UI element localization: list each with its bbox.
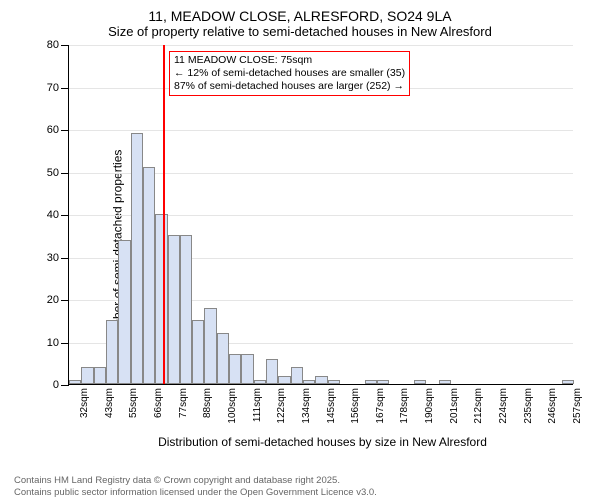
annotation-box: 11 MEADOW CLOSE: 75sqm ← 12% of semi-det… bbox=[169, 51, 410, 96]
histogram-bar bbox=[69, 380, 81, 384]
y-tick bbox=[61, 215, 69, 216]
reference-line bbox=[163, 45, 165, 384]
histogram-bar bbox=[217, 333, 229, 384]
y-tick-label: 80 bbox=[47, 39, 59, 51]
histogram-bar bbox=[315, 376, 327, 385]
histogram-bar bbox=[168, 235, 180, 384]
x-tick-label: 88sqm bbox=[202, 388, 213, 418]
y-tick bbox=[61, 45, 69, 46]
y-tick bbox=[61, 343, 69, 344]
y-tick bbox=[61, 300, 69, 301]
x-tick-label: 224sqm bbox=[498, 388, 509, 424]
histogram-bar bbox=[118, 240, 130, 385]
x-tick-label: 43sqm bbox=[104, 388, 115, 418]
y-tick bbox=[61, 130, 69, 131]
histogram-bar bbox=[377, 380, 389, 384]
footer-line1: Contains HM Land Registry data © Crown c… bbox=[14, 475, 377, 486]
chart-container: 11, MEADOW CLOSE, ALRESFORD, SO24 9LA Si… bbox=[8, 8, 592, 492]
y-tick-label: 20 bbox=[47, 294, 59, 306]
histogram-bar bbox=[254, 380, 266, 384]
x-tick-label: 246sqm bbox=[547, 388, 558, 424]
histogram-bar bbox=[180, 235, 192, 384]
x-tick-label: 111sqm bbox=[252, 388, 263, 422]
histogram-bar bbox=[241, 354, 253, 384]
y-tick bbox=[61, 258, 69, 259]
histogram-bar bbox=[94, 367, 106, 384]
histogram-bar bbox=[266, 359, 278, 385]
histogram-bar bbox=[204, 308, 216, 385]
x-tick-label: 145sqm bbox=[326, 388, 337, 424]
x-tick-label: 257sqm bbox=[572, 388, 583, 424]
histogram-bar bbox=[143, 167, 155, 384]
gridline bbox=[69, 45, 573, 46]
x-tick-label: 77sqm bbox=[178, 388, 189, 418]
x-tick-label: 201sqm bbox=[449, 388, 460, 424]
footer-line2: Contains public sector information licen… bbox=[14, 487, 377, 498]
histogram-bar bbox=[365, 380, 377, 384]
y-tick-label: 10 bbox=[47, 337, 59, 349]
annotation-line2: ← 12% of semi-detached houses are smalle… bbox=[174, 67, 405, 80]
x-tick-label: 55sqm bbox=[128, 388, 139, 418]
x-tick-label: 178sqm bbox=[399, 388, 410, 424]
footer-credit: Contains HM Land Registry data © Crown c… bbox=[14, 475, 377, 498]
histogram-bar bbox=[131, 133, 143, 384]
y-tick-label: 0 bbox=[53, 379, 59, 391]
histogram-bar bbox=[155, 214, 167, 384]
annotation-line3: 87% of semi-detached houses are larger (… bbox=[174, 80, 405, 93]
x-tick-label: 156sqm bbox=[350, 388, 361, 424]
y-tick-label: 50 bbox=[47, 167, 59, 179]
y-tick bbox=[61, 385, 69, 386]
x-axis-label: Distribution of semi-detached houses by … bbox=[68, 435, 577, 449]
x-tick-label: 32sqm bbox=[79, 388, 90, 418]
histogram-bar bbox=[303, 380, 315, 384]
histogram-bar bbox=[439, 380, 451, 384]
y-tick-label: 70 bbox=[47, 82, 59, 94]
x-tick-label: 235sqm bbox=[523, 388, 534, 424]
x-tick-label: 100sqm bbox=[227, 388, 238, 424]
chart-title-line2: Size of property relative to semi-detach… bbox=[8, 24, 592, 39]
y-tick bbox=[61, 88, 69, 89]
histogram-bar bbox=[562, 380, 574, 384]
y-tick bbox=[61, 173, 69, 174]
histogram-bar bbox=[192, 320, 204, 384]
x-tick-label: 190sqm bbox=[424, 388, 435, 424]
x-tick-label: 134sqm bbox=[301, 388, 312, 424]
plot-area: 0102030405060708032sqm43sqm55sqm66sqm77s… bbox=[68, 45, 573, 385]
plot-wrapper: Number of semi-detached properties 01020… bbox=[68, 45, 577, 449]
histogram-bar bbox=[278, 376, 290, 385]
histogram-bar bbox=[414, 380, 426, 384]
y-tick-label: 30 bbox=[47, 252, 59, 264]
histogram-bar bbox=[328, 380, 340, 384]
x-tick-label: 122sqm bbox=[276, 388, 287, 424]
chart-title-line1: 11, MEADOW CLOSE, ALRESFORD, SO24 9LA bbox=[8, 8, 592, 24]
histogram-bar bbox=[291, 367, 303, 384]
annotation-line1: 11 MEADOW CLOSE: 75sqm bbox=[174, 54, 405, 67]
x-tick-label: 212sqm bbox=[473, 388, 484, 424]
y-tick-label: 40 bbox=[47, 209, 59, 221]
histogram-bar bbox=[229, 354, 241, 384]
histogram-bar bbox=[106, 320, 118, 384]
chart-title-block: 11, MEADOW CLOSE, ALRESFORD, SO24 9LA Si… bbox=[8, 8, 592, 39]
gridline bbox=[69, 130, 573, 131]
x-tick-label: 167sqm bbox=[375, 388, 386, 424]
histogram-bar bbox=[81, 367, 93, 384]
y-tick-label: 60 bbox=[47, 124, 59, 136]
x-tick-label: 66sqm bbox=[153, 388, 164, 418]
